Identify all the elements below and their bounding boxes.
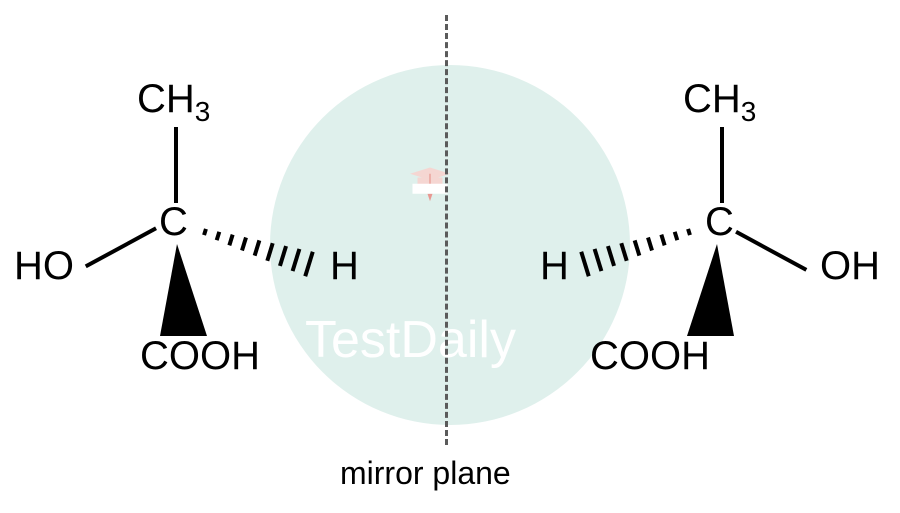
right-hash-bond	[0, 0, 900, 513]
